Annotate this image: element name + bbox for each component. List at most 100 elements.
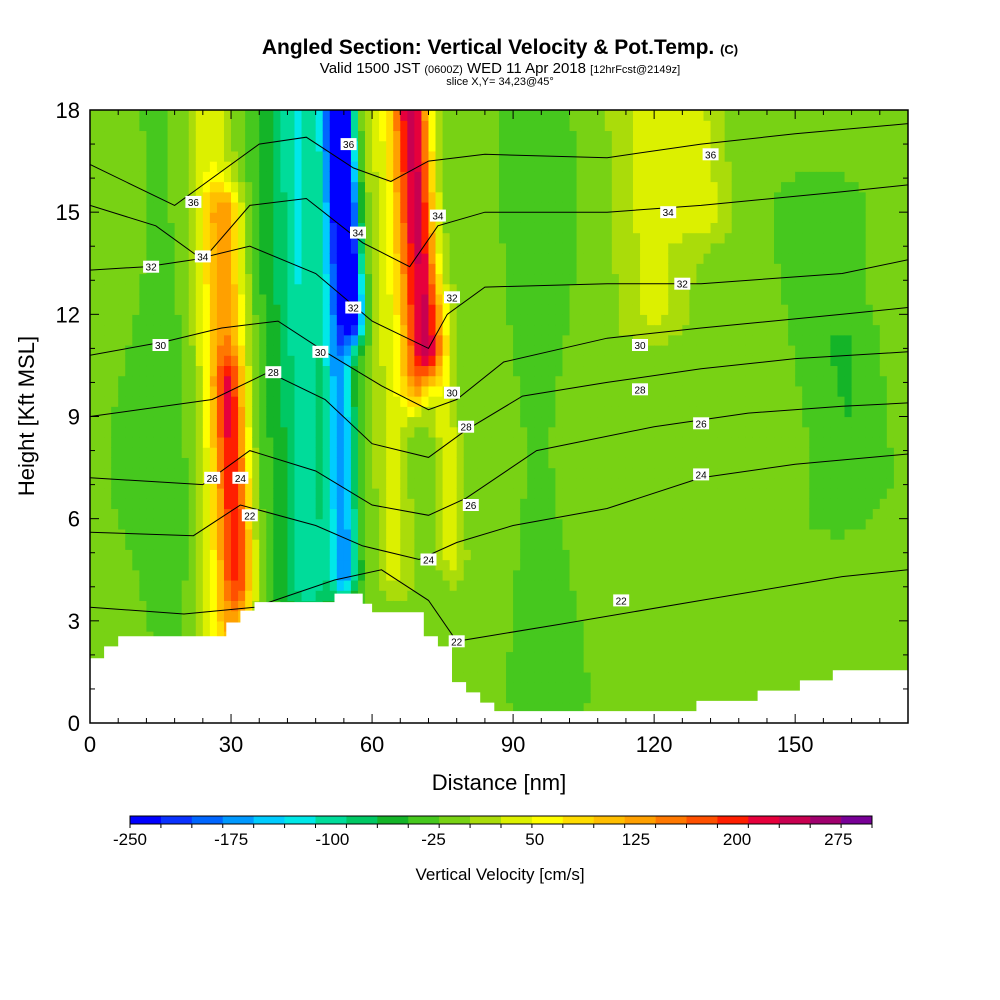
velocity-cell <box>654 191 662 203</box>
velocity-cell <box>435 110 444 121</box>
velocity-cell <box>181 406 190 418</box>
velocity-cell <box>322 191 331 203</box>
velocity-cell <box>365 385 373 397</box>
velocity-cell <box>562 344 571 356</box>
velocity-cell <box>97 355 105 367</box>
velocity-cell <box>513 518 521 530</box>
velocity-cell <box>463 671 472 683</box>
velocity-cell <box>513 181 521 193</box>
velocity-cell <box>118 569 126 581</box>
velocity-cell <box>245 569 253 581</box>
velocity-cell <box>477 120 486 132</box>
velocity-cell <box>167 273 176 285</box>
velocity-cell <box>90 140 98 152</box>
velocity-cell <box>407 293 415 305</box>
velocity-cell <box>541 212 549 223</box>
velocity-cell <box>428 385 437 397</box>
velocity-cell <box>329 488 338 499</box>
velocity-cell <box>491 620 500 632</box>
velocity-cell <box>153 304 162 315</box>
velocity-cell <box>668 620 676 632</box>
velocity-cell <box>167 304 176 315</box>
velocity-cell <box>647 324 655 336</box>
velocity-cell <box>393 324 401 336</box>
velocity-cell <box>223 273 232 285</box>
velocity-cell <box>477 579 486 591</box>
velocity-cell <box>111 110 119 121</box>
velocity-cell <box>153 467 162 479</box>
velocity-cell <box>611 620 620 632</box>
velocity-cell <box>357 375 366 387</box>
velocity-cell <box>640 539 648 550</box>
velocity-cell <box>477 334 486 346</box>
velocity-cell <box>357 528 366 540</box>
velocity-cell <box>541 201 549 213</box>
velocity-cell <box>618 559 627 571</box>
velocity-cell <box>618 140 627 152</box>
velocity-cell <box>372 232 380 244</box>
velocity-cell <box>534 242 542 254</box>
velocity-cell <box>372 304 380 315</box>
velocity-cell <box>442 273 451 285</box>
velocity-cell <box>181 528 190 540</box>
velocity-cell <box>477 528 486 540</box>
velocity-cell <box>611 651 620 663</box>
velocity-cell <box>174 498 183 510</box>
velocity-cell <box>104 253 112 264</box>
velocity-cell <box>484 283 493 295</box>
velocity-cell <box>386 242 394 254</box>
velocity-cell <box>343 579 352 591</box>
velocity-cell <box>90 385 98 397</box>
velocity-cell <box>583 130 592 142</box>
velocity-cell <box>654 110 662 121</box>
velocity-cell <box>569 181 578 193</box>
velocity-cell <box>534 334 542 346</box>
velocity-cell <box>668 181 676 193</box>
velocity-cell <box>365 426 373 438</box>
velocity-cell <box>470 385 479 397</box>
velocity-cell <box>315 304 324 315</box>
velocity-cell <box>188 559 197 571</box>
velocity-cell <box>569 161 578 172</box>
velocity-cell <box>611 488 620 499</box>
velocity-cell <box>315 253 324 264</box>
velocity-cell <box>181 314 190 326</box>
velocity-cell <box>520 518 528 530</box>
velocity-cell <box>90 150 98 162</box>
velocity-cell <box>604 304 613 315</box>
velocity-cell <box>202 416 211 428</box>
velocity-cell <box>625 334 634 346</box>
velocity-cell <box>252 232 260 244</box>
velocity-cell <box>216 232 225 244</box>
velocity-cell <box>435 559 444 571</box>
velocity-cell <box>188 375 197 387</box>
velocity-cell <box>132 600 140 612</box>
velocity-cell <box>336 498 345 510</box>
velocity-cell <box>111 191 119 203</box>
velocity-cell <box>640 140 648 152</box>
velocity-cell <box>379 120 387 132</box>
velocity-cell <box>188 620 197 632</box>
velocity-cell <box>104 334 112 346</box>
velocity-cell <box>449 406 458 418</box>
velocity-cell <box>421 140 430 152</box>
velocity-cell <box>322 222 331 234</box>
velocity-cell <box>527 569 535 581</box>
velocity-cell <box>597 406 606 418</box>
velocity-cell <box>541 304 549 315</box>
velocity-cell <box>513 702 521 714</box>
velocity-cell <box>513 171 521 183</box>
velocity-cell <box>231 344 239 356</box>
velocity-cell <box>132 579 140 591</box>
velocity-cell <box>160 569 169 581</box>
velocity-cell <box>534 201 542 213</box>
velocity-cell <box>548 498 557 510</box>
velocity-cell <box>132 447 140 458</box>
velocity-cell <box>146 477 155 489</box>
velocity-cell <box>245 273 253 285</box>
velocity-cell <box>541 671 549 683</box>
velocity-cell <box>491 692 500 704</box>
velocity-cell <box>372 375 380 387</box>
velocity-cell <box>484 334 493 346</box>
velocity-cell <box>365 253 373 264</box>
